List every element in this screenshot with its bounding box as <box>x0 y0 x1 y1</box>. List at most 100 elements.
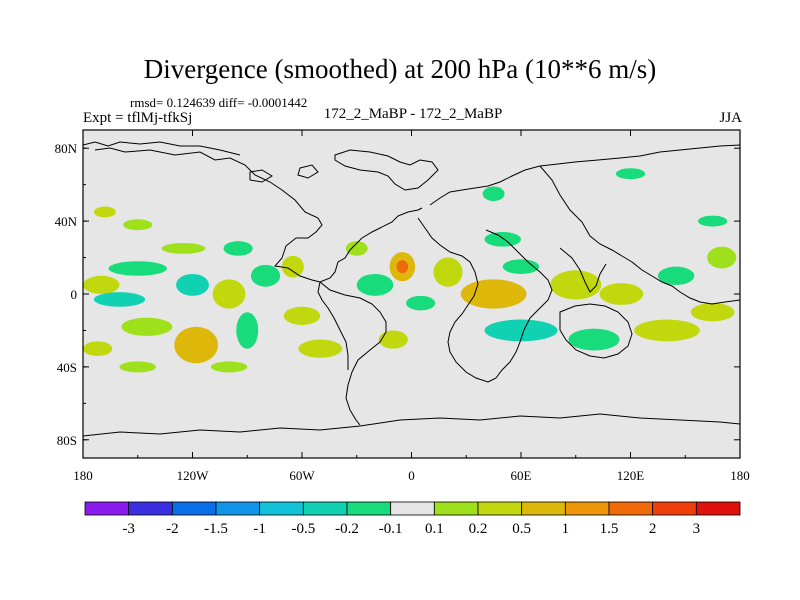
field-blob-21 <box>406 295 436 311</box>
y-tick-label-2: 0 <box>71 287 78 302</box>
colorbar-label-2: -1.5 <box>204 521 228 537</box>
x-tick-label-0: 180 <box>73 468 93 483</box>
coast-alaska <box>83 141 241 156</box>
field-blob-26 <box>502 259 540 274</box>
colorbar-swatch-13 <box>652 501 697 516</box>
colorbar-label-12: 2 <box>649 521 657 537</box>
field-blob-9 <box>212 279 246 309</box>
colorbar-label-7: 0.1 <box>425 521 444 537</box>
field-blob-17 <box>345 241 368 256</box>
field-blob-28 <box>599 283 644 305</box>
x-tick-label-6: 180 <box>730 468 750 483</box>
field-blob-2 <box>93 292 146 307</box>
colorbar-label-3: -1 <box>253 521 266 537</box>
coast-antarctica <box>83 413 740 437</box>
coast-north-america <box>94 147 423 283</box>
field-blob-16 <box>298 339 343 358</box>
field-core-23 <box>478 287 509 301</box>
field-blob-3 <box>121 317 173 336</box>
colorbar-swatch-14 <box>695 501 741 516</box>
field-blob-0 <box>83 275 120 294</box>
field-blob-29 <box>568 328 620 351</box>
y-tick-label-1: 40N <box>55 214 78 229</box>
colorbar-swatch-1 <box>128 501 173 516</box>
field-blob-22 <box>433 257 463 287</box>
coast-india <box>559 247 607 293</box>
colorbar-label-11: 1.5 <box>600 521 619 537</box>
expt-label: Expt = tflMj-tfkSj <box>83 110 193 126</box>
x-tick-label-4: 60E <box>511 468 532 483</box>
chart-title: Divergence (smoothed) at 200 hPa (10**6 … <box>143 54 657 84</box>
colorbar-swatch-12 <box>608 501 654 516</box>
colorbar-swatch-10 <box>521 501 566 516</box>
field-blob-8 <box>176 273 209 296</box>
x-tick-label-1: 120W <box>177 468 210 483</box>
contour-fields <box>83 168 737 373</box>
coast-africa <box>417 217 553 383</box>
colorbar-label-5: -0.2 <box>335 521 359 537</box>
coast-europe <box>429 144 740 206</box>
field-blob-6 <box>123 219 153 231</box>
field-blob-18 <box>356 273 394 296</box>
colorbar-swatch-8 <box>433 501 479 516</box>
colorbar-label-0: -3 <box>122 521 135 537</box>
coast-asia <box>539 165 740 305</box>
coastlines <box>83 141 740 437</box>
field-blob-7 <box>161 242 206 254</box>
field-blob-35 <box>615 168 646 180</box>
colorbar-swatch-3 <box>215 501 261 516</box>
colorbar-swatch-5 <box>302 501 348 516</box>
field-blob-11 <box>223 241 253 256</box>
field-blob-37 <box>210 361 248 373</box>
coast-south-america-west <box>317 281 349 370</box>
field-blob-13 <box>236 312 259 349</box>
y-tick-label-0: 80N <box>55 141 78 156</box>
season-label: JJA <box>719 110 742 126</box>
colorbar-swatch-0 <box>84 501 130 516</box>
colorbar-label-10: 1 <box>562 521 570 537</box>
field-blob-5 <box>93 206 116 218</box>
colorbar-swatch-2 <box>171 501 217 516</box>
coast-arctic-islands <box>249 164 319 183</box>
field-blob-1 <box>108 261 167 276</box>
field-blob-30 <box>634 319 700 342</box>
colorbar-swatch-11 <box>564 501 610 516</box>
y-tick-label-4: 80S <box>57 433 77 448</box>
coast-australia <box>559 303 633 359</box>
colorbar-label-6: -0.1 <box>379 521 403 537</box>
colorbar-label-1: -2 <box>166 521 179 537</box>
field-blob-14 <box>281 255 304 278</box>
case-label: 172_2_MaBP - 172_2_MaBP <box>323 106 503 122</box>
field-blob-25 <box>484 232 521 247</box>
coast-greenland <box>334 149 439 191</box>
coast-south-america <box>319 281 387 426</box>
field-blob-38 <box>119 361 156 373</box>
x-tick-label-2: 60W <box>289 468 315 483</box>
colorbar-swatch-6 <box>346 501 392 516</box>
x-tick-label-3: 0 <box>408 468 415 483</box>
y-tick-label-3: 40S <box>57 360 77 375</box>
field-blob-20 <box>378 330 408 349</box>
field-blob-34 <box>482 186 505 202</box>
colorbar: -3 -2 -1.5 -1 -0.5 -0.2 -0.1 0.1 0.2 0.5 1 1.5 2 3 <box>84 501 741 537</box>
field-blob-27 <box>550 270 602 300</box>
field-blob-4 <box>83 341 113 356</box>
axes: 180 120W 60W 0 60E 120E 180 80N 40N 0 40S 80S <box>55 130 750 483</box>
colorbar-label-8: 0.2 <box>469 521 488 537</box>
colorbar-label-4: -0.5 <box>291 521 315 537</box>
stats-text: rmsd= 0.124639 diff= -0.0001442 <box>130 95 308 110</box>
field-core-19 <box>396 260 409 274</box>
x-tick-label-5: 120E <box>617 468 645 483</box>
colorbar-swatch-7 <box>390 501 435 516</box>
colorbar-label-13: 3 <box>693 521 701 537</box>
colorbar-label-9: 0.5 <box>512 521 531 537</box>
field-core-10 <box>186 336 207 354</box>
field-blob-24 <box>484 319 558 342</box>
field-blob-32 <box>690 303 735 322</box>
colorbar-swatch-4 <box>259 501 304 516</box>
field-blob-15 <box>283 306 321 325</box>
field-blob-36 <box>698 215 728 227</box>
colorbar-swatch-9 <box>477 501 523 516</box>
field-blob-33 <box>707 246 737 269</box>
